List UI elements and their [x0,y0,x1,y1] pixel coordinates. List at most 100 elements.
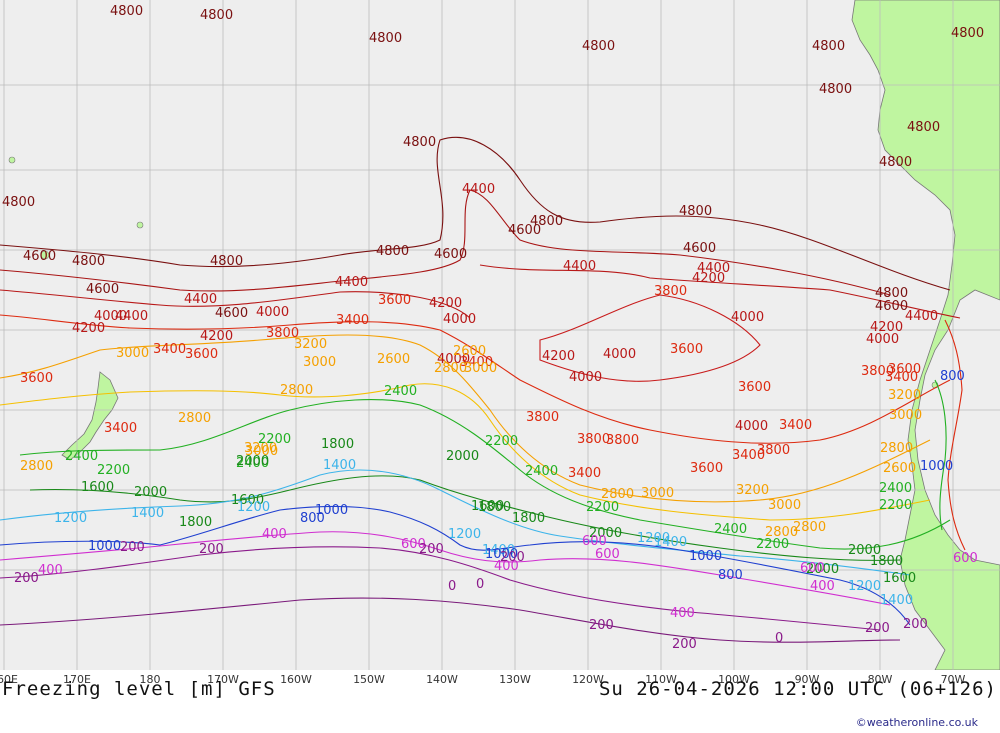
contour-label: 4200 [72,321,105,336]
contour-label: 4800 [2,195,35,210]
contour-label: 3600 [888,362,921,377]
contour-label: 1800 [478,500,511,515]
contour-label: 2000 [848,543,881,558]
contour-label: 2200 [586,500,619,515]
contour-label: 2400 [879,481,912,496]
island [8,156,16,164]
contour-label: 3400 [732,448,765,463]
contour-label: 3800 [861,364,894,379]
contour-label: 3400 [568,466,601,481]
contour-label: 4800 [879,155,912,170]
contour-label: 4400 [697,261,730,276]
contour-label: 600 [401,537,426,552]
lon-tick: 110W [645,673,677,686]
contour-label: 4400 [115,309,148,324]
contour-label: 600 [800,561,825,576]
contour-label: 1800 [179,515,212,530]
contour-label: 3000 [303,355,336,370]
contour-label: 1200 [448,527,481,542]
contour-labels: 4800 4800 4800 4800 4800 4800 4800 4800 4800 4800… [2,4,984,652]
contour-label: 4400 [184,292,217,307]
contour-label: 4800 [376,244,409,259]
contour-label: 1000 [689,549,722,564]
contour-label: 1200 [848,579,881,594]
graticule [0,0,1000,670]
contour-label: 4000 [735,419,768,434]
contour-label: 4000 [94,309,127,324]
contour-label: 3600 [378,293,411,308]
credit-link[interactable]: ©weatheronline.co.uk [855,716,978,729]
contour-label: 4800 [200,8,233,23]
contour-label: 400 [810,579,835,594]
contour-label: 600 [953,551,978,566]
contour-label: 2200 [97,463,130,478]
contour-label: 1600 [81,480,114,495]
contour-label: 2400 [65,449,98,464]
contour-label: 4000 [256,305,289,320]
contour-label: 2800 [793,520,826,535]
contour-label: 2200 [258,432,291,447]
contour-label: 3000 [464,361,497,376]
contour-label: 3200 [736,483,769,498]
contour-label: 4400 [905,309,938,324]
contour-label: 4800 [530,214,563,229]
lon-tick: 160W [280,673,312,686]
contour-label: 2800 [280,383,313,398]
contour-label: 2800 [880,441,913,456]
contour-label: 2800 [601,487,634,502]
contour-label: 2600 [883,461,916,476]
contour-label: 400 [670,606,695,621]
contour-label: 1200 [54,511,87,526]
contour-label: 4600 [434,247,467,262]
contour-label: 3000 [768,498,801,513]
contour-label: 4600 [23,249,56,264]
contour-label: 4200 [542,349,575,364]
contour-label: 4400 [462,182,495,197]
contour-label: 800 [300,511,325,526]
map-title: Freezing level [m] GFS [2,678,276,700]
lon-tick: 80W [867,673,893,686]
contour-label: 4800 [875,286,908,301]
new-zealand-land [61,371,119,461]
south-america-land [851,0,1000,670]
lon-tick: 90W [794,673,820,686]
contour-label: 2800 [178,411,211,426]
contour-label: 2000 [134,485,167,500]
lon-tick: 170W [207,673,239,686]
contour-label: 200 [419,542,444,557]
contour-label: 600 [582,534,607,549]
contour-label: 1800 [321,437,354,452]
island [40,250,50,260]
lon-tick: 100W [718,673,750,686]
contour-label: 4400 [335,275,368,290]
lon-tick: 140W [426,673,458,686]
contour-label: 800 [718,568,743,583]
contour-label: 3800 [606,433,639,448]
contour-label: 2600 [453,344,486,359]
contour-label: 1800 [870,554,903,569]
contour-label: 2000 [806,562,839,577]
contour-label: 4800 [812,39,845,54]
contour-label: 2200 [879,498,912,513]
island [136,221,144,229]
contour-label: 2800 [765,525,798,540]
contour-label: 4600 [683,241,716,256]
contour-label: 2400 [525,464,558,479]
contour-label: 3000 [245,444,278,459]
contour-label: 4800 [110,4,143,19]
contour-label: 3200 [888,388,921,403]
contour-label: 800 [940,369,965,384]
contour-label: 3800 [654,284,687,299]
contour-label: 1400 [323,458,356,473]
contour-label: 1800 [512,511,545,526]
contour-label: 4200 [692,271,725,286]
contour-label: 2000 [446,449,479,464]
lon-tick: 120W [572,673,604,686]
lon-tick: 160E [0,673,18,686]
contour-label: 200 [672,637,697,652]
contour-label: 3400 [779,418,812,433]
contour-label: 4000 [443,312,476,327]
contour-label: 4600 [215,306,248,321]
contour-label: 200 [199,542,224,557]
contour-label: 4800 [210,254,243,269]
